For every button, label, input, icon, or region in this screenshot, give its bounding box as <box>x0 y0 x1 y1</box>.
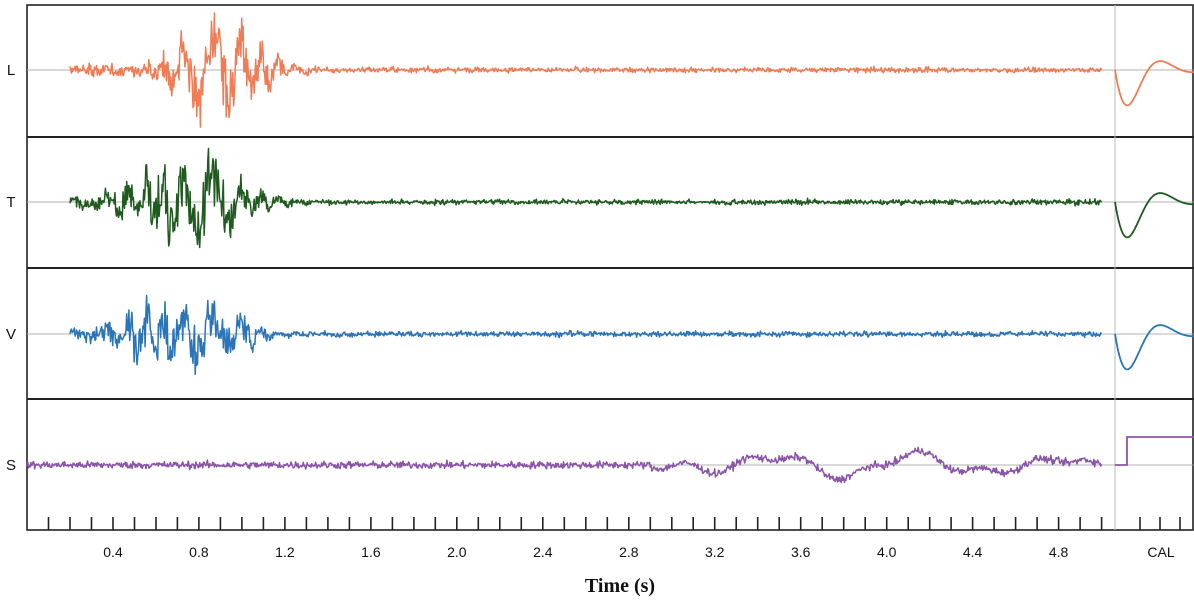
x-tick-label: 4.0 <box>877 544 897 560</box>
x-tick-label: 0.8 <box>189 544 209 560</box>
cal-pulse-l <box>1114 60 1194 107</box>
x-tick-label: 4.4 <box>963 544 983 560</box>
x-tick-label: 4.8 <box>1049 544 1069 560</box>
x-tick-label: 1.2 <box>275 544 295 560</box>
trace-line-v <box>69 294 1103 376</box>
trace-label-t: T <box>6 194 15 211</box>
trace-l <box>69 12 1194 128</box>
cal-pulse-v <box>1114 324 1194 371</box>
cal-tick-label: CAL <box>1147 544 1174 560</box>
x-axis-label: Time (s) <box>585 575 655 597</box>
trace-label-s: S <box>6 457 16 474</box>
trace-s <box>26 436 1194 484</box>
x-tick-label: 2.0 <box>447 544 467 560</box>
x-tick-label: 1.6 <box>361 544 381 560</box>
trace-labels: L T V S <box>6 62 16 474</box>
x-tick-label: 2.4 <box>533 544 553 560</box>
cal-pulse-s <box>1115 436 1194 466</box>
trace-label-v: V <box>6 326 16 343</box>
trace-line-t <box>69 147 1103 249</box>
trace-v <box>69 294 1194 376</box>
x-axis: 0.4 0.8 1.2 1.6 2.0 2.4 2.8 3.2 3.6 4.0 4.4 4.8 <box>47 517 1181 560</box>
trace-label-l: L <box>7 62 15 79</box>
trace-line-s <box>26 446 1103 484</box>
x-tick-label: 3.6 <box>791 544 811 560</box>
x-tick-label: 0.4 <box>103 544 123 560</box>
trace-line-l <box>69 12 1103 128</box>
x-tick-label: 2.8 <box>619 544 639 560</box>
cal-pulse-t <box>1114 192 1194 239</box>
traces <box>26 12 1194 484</box>
x-tick-label: 3.2 <box>705 544 725 560</box>
trace-t <box>69 147 1194 249</box>
